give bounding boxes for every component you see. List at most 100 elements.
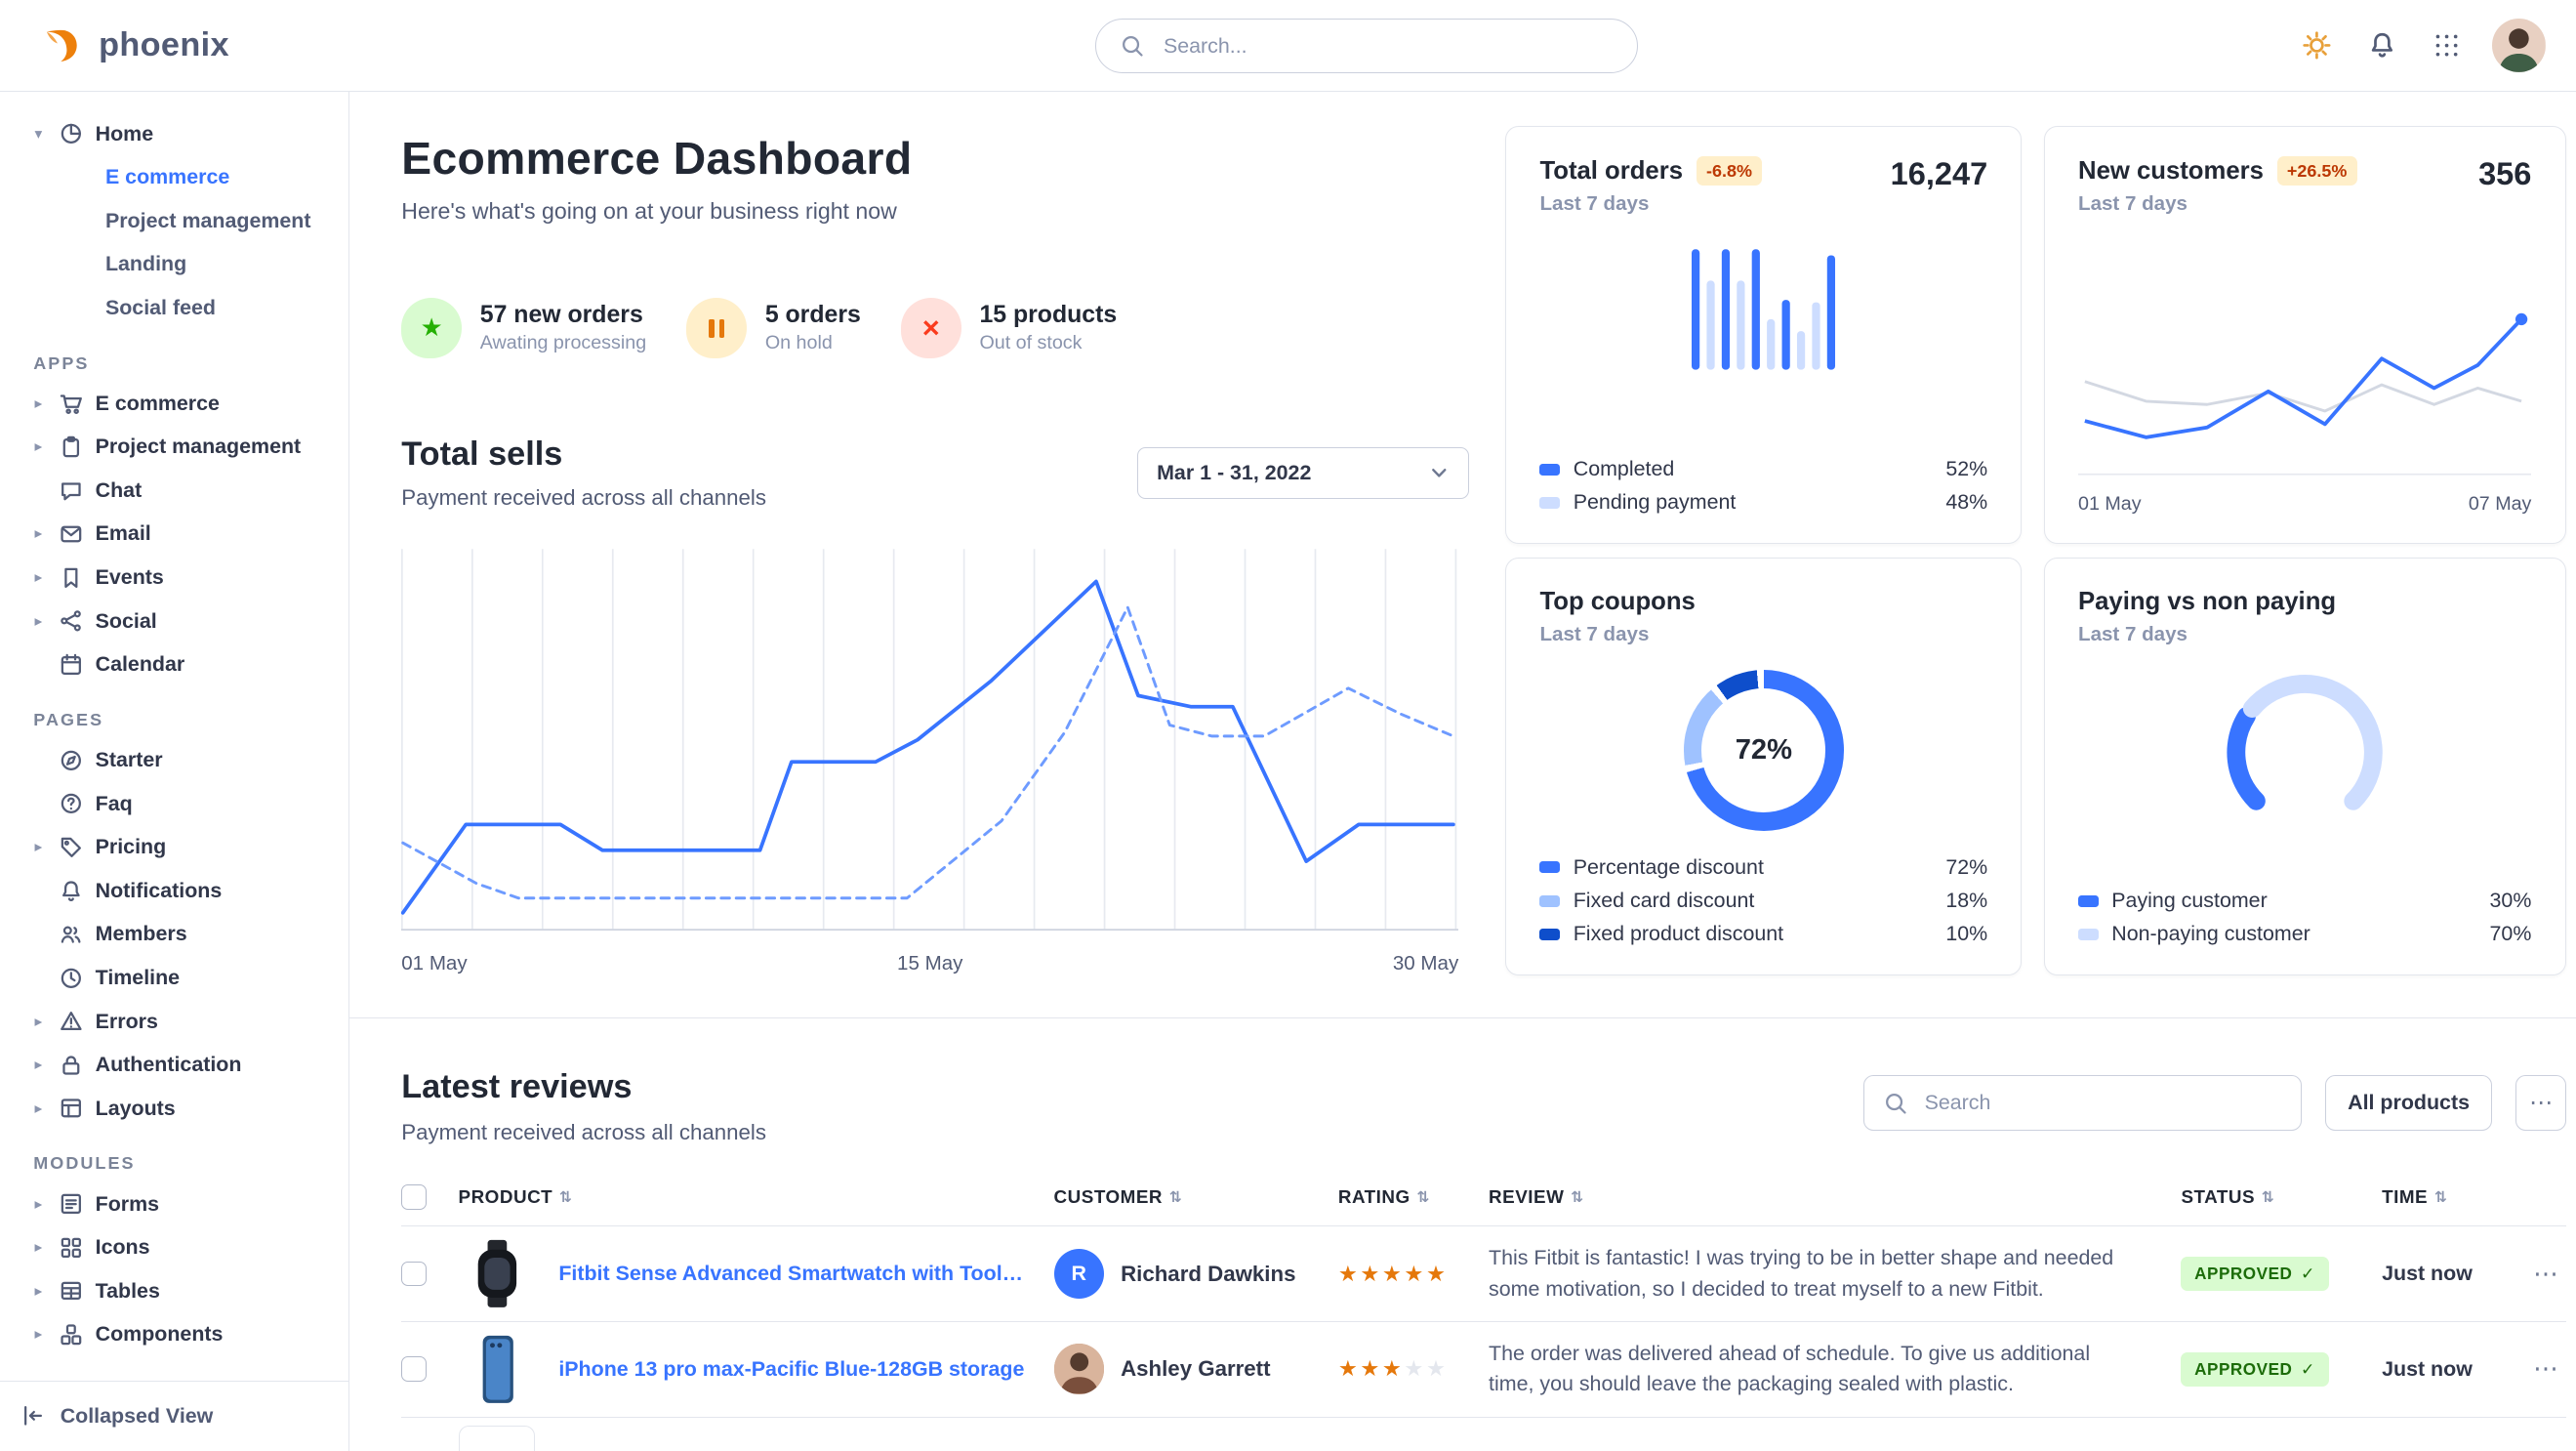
- caret-right-icon: ▸: [34, 1099, 43, 1117]
- user-avatar[interactable]: [2492, 19, 2547, 73]
- card-period: Last 7 days: [2078, 623, 2188, 646]
- caret-right-icon: ▸: [34, 1326, 43, 1344]
- status-badge: APPROVED ✓: [2181, 1351, 2329, 1387]
- sidebar-item-pricing[interactable]: ▸ Pricing: [17, 826, 332, 870]
- column-header-review[interactable]: REVIEW ⇅: [1489, 1186, 1584, 1208]
- total-sells-subtitle: Payment received across all channels: [401, 484, 767, 510]
- card-title: Total orders: [1539, 156, 1684, 185]
- collapsed-view-toggle[interactable]: Collapsed View: [0, 1380, 349, 1451]
- phoenix-logo-icon: [46, 30, 77, 62]
- card-period: Last 7 days: [1539, 191, 1650, 215]
- sidebar-item-authentication[interactable]: ▸ Authentication: [17, 1043, 332, 1087]
- global-search-input[interactable]: [1160, 31, 1614, 61]
- bookmark-icon: [64, 567, 78, 588]
- quick-stats: ★ 57 new orders Awating processing 5 ord…: [401, 298, 1468, 359]
- card-total-orders: Total orders -6.8% Last 7 days 16,247 Co…: [1505, 125, 2023, 544]
- bell-icon: [2371, 33, 2392, 58]
- rating-stars: ★★★★★: [1337, 1261, 1449, 1286]
- caret-right-icon: ▸: [34, 1195, 43, 1213]
- sidebar-item-apps-ecommerce[interactable]: ▸ E commerce: [17, 382, 332, 426]
- sidebar-item-timeline[interactable]: Timeline: [17, 956, 332, 1000]
- legend-label: Completed: [1573, 457, 1675, 481]
- row-more-button[interactable]: ⋯: [2525, 1260, 2565, 1289]
- sidebar-item-project-management-dashboard[interactable]: Project management: [104, 208, 311, 232]
- row-checkbox[interactable]: [401, 1261, 427, 1287]
- sidebar-item-events[interactable]: ▸ Events: [17, 556, 332, 600]
- stat-value: 57 new orders: [479, 302, 643, 329]
- sort-icon: ⇅: [1571, 1188, 1584, 1206]
- new-customers-line-chart: [2078, 312, 2532, 476]
- legend-value: 72%: [1945, 854, 1988, 879]
- sidebar-item-forms[interactable]: ▸ Forms: [17, 1182, 332, 1226]
- column-header-product[interactable]: PRODUCT ⇅: [458, 1186, 573, 1208]
- product-link[interactable]: iPhone 13 pro max-Pacific Blue-128GB sto…: [558, 1356, 1025, 1381]
- select-all-checkbox[interactable]: [401, 1184, 427, 1210]
- search-icon: [1123, 36, 1144, 57]
- legend-swatch: [1539, 463, 1561, 476]
- all-products-button[interactable]: All products: [2324, 1075, 2493, 1131]
- sort-icon: ⇅: [1416, 1188, 1430, 1206]
- customer-name: Ashley Garrett: [1121, 1356, 1271, 1382]
- theme-toggle-button[interactable]: [2297, 25, 2337, 65]
- sidebar-item-label: Project management: [95, 435, 302, 459]
- column-header-time[interactable]: TIME ⇅: [2382, 1186, 2448, 1208]
- caret-right-icon: ▸: [34, 1013, 43, 1030]
- sidebar-item-layouts[interactable]: ▸ Layouts: [17, 1087, 332, 1131]
- product-link[interactable]: Fitbit Sense Advanced Smartwatch with To…: [558, 1262, 1054, 1286]
- sidebar-item-social[interactable]: ▸ Social: [17, 600, 332, 643]
- sidebar-item-tables[interactable]: ▸ Tables: [17, 1269, 332, 1313]
- brand-logo[interactable]: phoenix: [40, 23, 229, 67]
- legend-label: Non-paying customer: [2111, 922, 2310, 946]
- sidebar-item-calendar[interactable]: Calendar: [17, 643, 332, 686]
- reviews-search[interactable]: [1862, 1075, 2302, 1131]
- legend-item: Fixed card discount 18%: [1539, 888, 1987, 914]
- sidebar-item-apps-project-management[interactable]: ▸ Project management: [17, 426, 332, 470]
- legend-value: 70%: [2489, 922, 2532, 946]
- sidebar-item-icons[interactable]: ▸ Icons: [17, 1225, 332, 1269]
- sidebar-item-e-commerce-dashboard[interactable]: E commerce: [104, 165, 230, 189]
- row-checkbox[interactable]: [401, 1356, 427, 1383]
- sidebar-item-label: Forms: [95, 1191, 160, 1216]
- sidebar-item-starter[interactable]: Starter: [17, 738, 332, 782]
- legend-item: Fixed product discount 10%: [1539, 921, 1987, 947]
- sidebar-item-chat[interactable]: Chat: [17, 469, 332, 513]
- reviews-more-button[interactable]: ⋯: [2515, 1075, 2566, 1131]
- card-period: Last 7 days: [1539, 623, 1650, 646]
- column-header-customer[interactable]: CUSTOMER ⇅: [1053, 1186, 1183, 1208]
- customer-avatar[interactable]: [1053, 1344, 1104, 1394]
- legend-swatch: [1539, 928, 1561, 940]
- sidebar-item-landing[interactable]: Landing: [104, 252, 187, 276]
- date-range-select[interactable]: Mar 1 - 31, 2022: [1137, 446, 1469, 499]
- table-row: Fitbit Sense Advanced Smartwatch with To…: [401, 1225, 2566, 1321]
- new-customers-value: 356: [2478, 156, 2532, 192]
- column-header-rating[interactable]: RATING ⇅: [1337, 1186, 1430, 1208]
- sidebar-item-faq[interactable]: Faq: [17, 782, 332, 826]
- legend-item: Pending payment 48%: [1539, 489, 1987, 516]
- sidebar-item-home[interactable]: ▾ Home: [17, 112, 332, 156]
- caret-right-icon: ▸: [34, 438, 43, 456]
- change-badge: +26.5%: [2276, 156, 2357, 186]
- notifications-button[interactable]: [2362, 25, 2402, 65]
- nine-dots-grid-icon: [2436, 34, 2458, 57]
- customer-cell: Ashley Garrett: [1053, 1344, 1338, 1394]
- sidebar-item-label: Timeline: [95, 965, 181, 989]
- latest-reviews-title: Latest reviews: [401, 1068, 633, 1106]
- sidebar-item-label: Tables: [95, 1278, 160, 1303]
- column-header-status[interactable]: STATUS ⇅: [2181, 1186, 2275, 1208]
- sidebar-item-label: Errors: [95, 1009, 158, 1033]
- sidebar-item-email[interactable]: ▸ Email: [17, 513, 332, 557]
- sidebar-item-notifications[interactable]: Notifications: [17, 869, 332, 913]
- sidebar-item-members[interactable]: Members: [17, 913, 332, 957]
- total-sells-chart: [401, 549, 1459, 932]
- row-more-button[interactable]: ⋯: [2525, 1354, 2565, 1384]
- chat-icon: [61, 481, 81, 500]
- apps-grid-button[interactable]: [2427, 25, 2467, 65]
- sidebar-item-errors[interactable]: ▸ Errors: [17, 1000, 332, 1044]
- axis-tick: 01 May: [2078, 493, 2142, 516]
- components-icon: [61, 1324, 82, 1346]
- customer-avatar[interactable]: R: [1053, 1248, 1104, 1300]
- sidebar-item-social-feed[interactable]: Social feed: [104, 295, 216, 319]
- sidebar-item-components[interactable]: ▸ Components: [17, 1313, 332, 1357]
- global-search[interactable]: [1095, 18, 1638, 74]
- reviews-search-input[interactable]: [1921, 1089, 2283, 1117]
